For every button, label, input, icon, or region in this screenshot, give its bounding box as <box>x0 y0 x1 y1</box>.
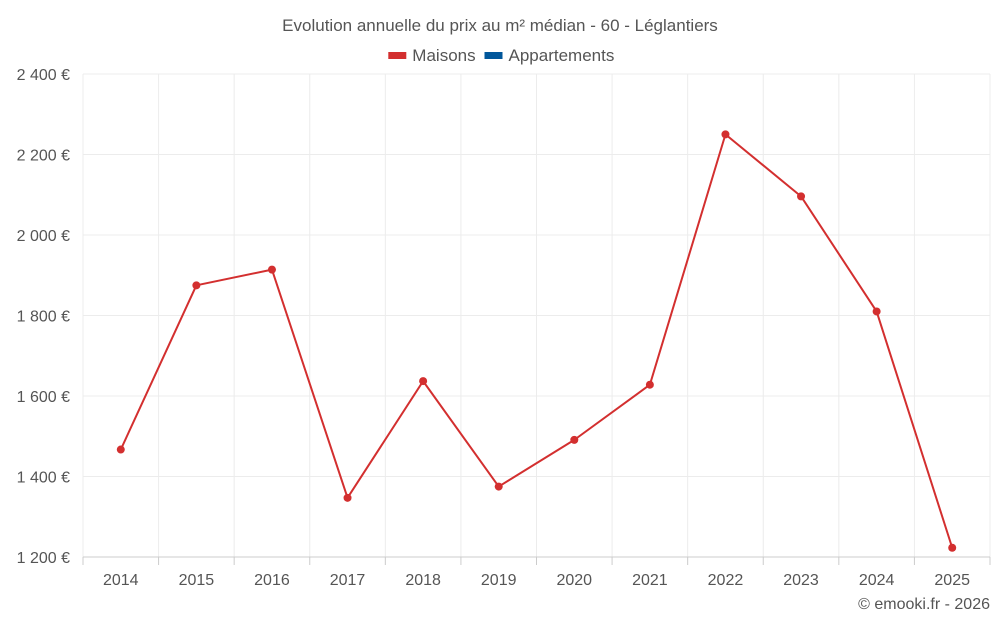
data-point-2016[interactable] <box>267 265 276 274</box>
legend-swatch <box>388 52 407 59</box>
legend-label: Appartements <box>509 46 615 65</box>
data-point-2018[interactable] <box>419 377 428 386</box>
x-tick-label: 2021 <box>632 572 668 589</box>
data-point-2021[interactable] <box>645 380 654 389</box>
data-point-2024[interactable] <box>872 307 881 316</box>
legend-swatch <box>484 52 503 59</box>
legend-item-maisons[interactable]: Maisons <box>388 46 476 65</box>
series-line-maisons <box>119 133 954 549</box>
y-tick-label: 1 600 € <box>17 389 70 406</box>
legend-label: Maisons <box>412 46 475 65</box>
legend: Maisons Appartements <box>388 46 614 65</box>
x-tick-label: 2022 <box>708 572 744 589</box>
chart-title: Evolution annuelle du prix au m² médian … <box>282 16 718 35</box>
data-point-2020[interactable] <box>570 435 579 444</box>
x-tick-label: 2015 <box>179 572 215 589</box>
data-point-2015[interactable] <box>192 281 201 290</box>
x-axis-ticks: 2014 2015 2016 2017 2018 2019 2020 2021 2022 2023… <box>103 572 970 589</box>
x-tick-label: 2017 <box>330 572 366 589</box>
x-tick-label: 2019 <box>481 572 517 589</box>
x-tick-label: 2016 <box>254 572 290 589</box>
data-point-2023[interactable] <box>797 192 806 201</box>
x-tick-label: 2024 <box>859 572 895 589</box>
x-tick-label: 2025 <box>934 572 970 589</box>
legend-item-appartements[interactable]: Appartements <box>484 46 615 65</box>
y-tick-label: 1 400 € <box>17 470 70 487</box>
data-point-2022[interactable] <box>721 130 730 139</box>
y-tick-label: 1 800 € <box>17 309 70 326</box>
x-tick-label: 2018 <box>405 572 441 589</box>
y-tick-label: 2 000 € <box>17 228 70 245</box>
data-point-2019[interactable] <box>494 482 503 491</box>
y-tick-label: 2 200 € <box>17 148 70 165</box>
data-point-2025[interactable] <box>948 543 957 552</box>
y-tick-label: 2 400 € <box>17 67 70 84</box>
series-layer <box>116 130 957 552</box>
y-axis-ticks: 1 200 € 1 400 € 1 600 € 1 800 € 2 000 € 2 200… <box>17 67 70 567</box>
credit-text: © emooki.fr - 2026 <box>858 596 990 613</box>
data-point-2014[interactable] <box>116 445 125 454</box>
x-tick-label: 2020 <box>556 572 592 589</box>
x-gridlines <box>82 74 991 565</box>
x-tick-label: 2014 <box>103 572 139 589</box>
x-tick-label: 2023 <box>783 572 819 589</box>
y-tick-label: 1 200 € <box>17 550 70 567</box>
data-point-2017[interactable] <box>343 493 352 502</box>
